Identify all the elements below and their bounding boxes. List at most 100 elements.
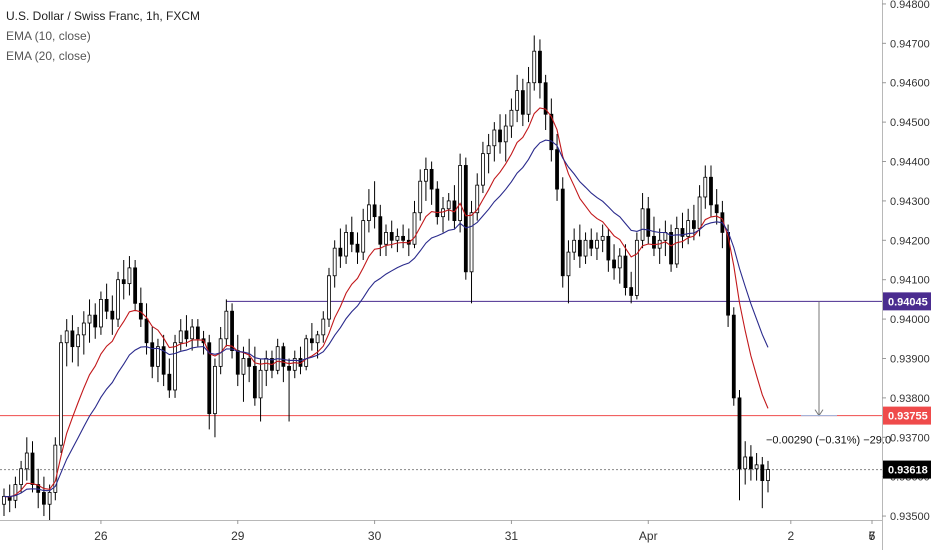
candle-up xyxy=(327,275,331,320)
x-tick-label: 5 xyxy=(869,529,876,543)
candle-down xyxy=(606,235,611,261)
y-tick-label: 0.94600 xyxy=(890,78,930,90)
candle-down xyxy=(195,326,200,340)
candle-up xyxy=(503,125,508,143)
candle-down xyxy=(543,82,548,115)
candle-down xyxy=(726,232,730,316)
candle-up xyxy=(24,452,29,470)
candle-up xyxy=(81,322,86,336)
x-tick-label: Apr xyxy=(639,529,658,543)
candle-up xyxy=(178,330,183,344)
candle-up xyxy=(13,484,18,501)
candle-up xyxy=(532,50,537,84)
candle-down xyxy=(110,310,115,320)
y-tick-label: 0.94500 xyxy=(890,117,930,129)
candle-down xyxy=(378,216,383,245)
candle-up xyxy=(304,338,309,367)
chart-title: U.S. Dollar / Swiss Franc, 1h, FXCM xyxy=(6,9,201,23)
candle-up xyxy=(515,90,520,111)
candle-down xyxy=(247,358,252,367)
candle-down xyxy=(349,232,354,245)
x-tick-label: 2 xyxy=(787,529,794,543)
candle-down xyxy=(691,220,696,229)
candle-up xyxy=(595,239,599,249)
candle-down xyxy=(652,235,656,249)
y-tick-label: 0.93700 xyxy=(890,432,930,444)
y-tick-label: 0.94400 xyxy=(890,157,930,169)
candle-down xyxy=(355,243,360,253)
x-tick-label: 30 xyxy=(368,529,382,543)
candle-down xyxy=(555,149,559,190)
y-tick-label: 0.94300 xyxy=(890,196,930,208)
candle-down xyxy=(748,456,753,470)
candle-down xyxy=(161,346,166,375)
x-tick-label: 31 xyxy=(505,529,519,543)
candle-up xyxy=(475,184,480,214)
candle-down xyxy=(133,267,138,304)
candle-up xyxy=(566,251,571,277)
candle-down xyxy=(549,113,554,151)
ema-20-line xyxy=(3,139,769,498)
candle-down xyxy=(401,235,406,241)
candle-up xyxy=(76,334,81,348)
y-tick-label: 0.94100 xyxy=(890,275,930,287)
candle-down xyxy=(714,204,719,214)
candle-up xyxy=(173,342,177,391)
candle-up xyxy=(87,314,92,324)
candle-down xyxy=(612,259,616,269)
ema-lines xyxy=(3,107,769,498)
y-tick-label: 0.94000 xyxy=(890,314,930,326)
candle-down xyxy=(70,330,75,348)
candle-up xyxy=(99,298,103,328)
candle-down xyxy=(30,452,35,485)
candle-up xyxy=(686,220,691,237)
candle-down xyxy=(435,188,440,218)
candle-down xyxy=(463,165,468,273)
y-tick-label: 0.94800 xyxy=(890,0,930,11)
price-label-box xyxy=(883,406,931,425)
candle-down xyxy=(372,204,377,218)
price-label-box xyxy=(883,460,931,479)
candle-up xyxy=(213,365,217,415)
candle-up xyxy=(241,358,246,375)
candle-up xyxy=(424,168,428,182)
candle-up xyxy=(332,247,337,277)
legend-ema-10: EMA (10, close) xyxy=(6,29,91,43)
y-tick-label: 0.93500 xyxy=(890,511,930,523)
candle-down xyxy=(709,176,713,206)
candle-up xyxy=(47,492,52,505)
candle-up xyxy=(53,444,58,493)
candle-up xyxy=(754,464,759,470)
candle-up xyxy=(224,310,229,340)
candle-up xyxy=(156,346,160,367)
candle-series xyxy=(2,35,770,520)
candle-down xyxy=(646,208,651,237)
x-axis: 26 29 30 31 Apr 2 567 xyxy=(0,520,882,543)
candle-down xyxy=(42,492,46,505)
candle-up xyxy=(116,279,120,320)
candle-up xyxy=(190,326,195,340)
candle-down xyxy=(167,373,172,391)
price-label-text: 0.93755 xyxy=(888,411,928,423)
candle-up xyxy=(264,358,269,371)
candle-down xyxy=(429,168,434,190)
measure-tool: −0.00290 (−0.31%) −29.0 xyxy=(766,301,891,447)
x-tick-label: 7 xyxy=(869,529,876,543)
candle-up xyxy=(292,358,297,371)
candle-down xyxy=(281,346,286,367)
candle-down xyxy=(538,50,542,84)
candle-up xyxy=(617,255,622,269)
candle-down xyxy=(338,247,343,257)
candle-up xyxy=(572,239,577,253)
candle-up xyxy=(258,369,263,399)
candle-up xyxy=(492,129,497,147)
horizontal-levels xyxy=(0,300,882,471)
candle-up xyxy=(640,208,645,241)
candle-down xyxy=(760,464,765,482)
candle-down xyxy=(589,239,594,249)
legend-ema-20: EMA (20, close) xyxy=(6,49,91,63)
x-tick-label: 26 xyxy=(94,529,108,543)
candle-down xyxy=(150,342,155,367)
candle-up xyxy=(344,232,348,257)
